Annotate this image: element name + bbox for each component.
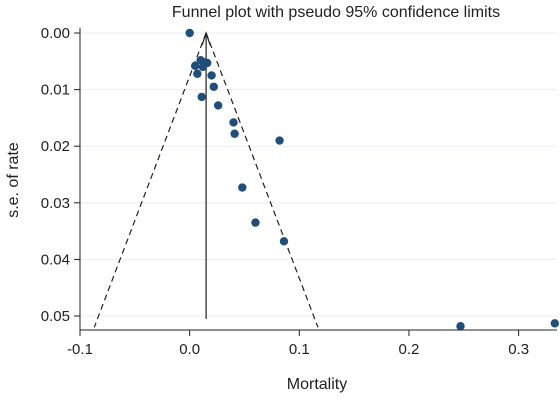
x-axis-title: Mortality xyxy=(287,376,347,393)
y-axis-title: s.e. of rate xyxy=(5,142,22,218)
data-point-15 xyxy=(251,218,260,227)
y-tick-label-1: 0.01 xyxy=(41,82,70,99)
data-point-7 xyxy=(207,71,216,80)
x-tick-label-4: 0.3 xyxy=(508,341,529,358)
y-tick-label-2: 0.02 xyxy=(41,138,70,155)
data-point-5 xyxy=(198,62,208,72)
data-point-13 xyxy=(275,136,284,145)
data-point-4 xyxy=(190,61,200,71)
y-tick-label-4: 0.04 xyxy=(41,251,70,268)
pooled-estimate-arrow xyxy=(201,31,211,46)
data-point-18 xyxy=(550,319,560,328)
funnel-left-limit xyxy=(93,32,207,328)
data-point-8 xyxy=(209,82,218,91)
gridlines xyxy=(80,32,557,317)
axes: 0.00 0.01 0.02 0.03 0.04 0.05 -0.1 0.0 0.1 0.2 0.3 xyxy=(41,25,557,358)
funnel-limits xyxy=(93,31,319,328)
data-point-17 xyxy=(456,321,465,331)
data-points xyxy=(185,28,560,331)
x-tick-label-1: 0.0 xyxy=(179,341,200,358)
y-tick-label-0: 0.00 xyxy=(41,25,70,42)
funnel-right-limit xyxy=(205,32,319,328)
data-point-16 xyxy=(279,237,289,246)
chart-title: Funnel plot with pseudo 95% confidence l… xyxy=(172,4,500,21)
y-tick-label-3: 0.03 xyxy=(41,195,70,212)
x-tick-label-3: 0.2 xyxy=(399,341,420,358)
data-point-0 xyxy=(185,28,194,38)
data-point-10 xyxy=(213,101,223,110)
data-point-6 xyxy=(193,69,202,78)
y-tick-label-5: 0.05 xyxy=(41,308,70,325)
data-point-11 xyxy=(229,118,238,127)
data-point-14 xyxy=(238,183,247,192)
data-point-9 xyxy=(197,92,206,102)
x-tick-label-2: 0.1 xyxy=(289,341,310,358)
data-point-12 xyxy=(230,129,239,138)
x-tick-label-0: -0.1 xyxy=(67,341,93,358)
